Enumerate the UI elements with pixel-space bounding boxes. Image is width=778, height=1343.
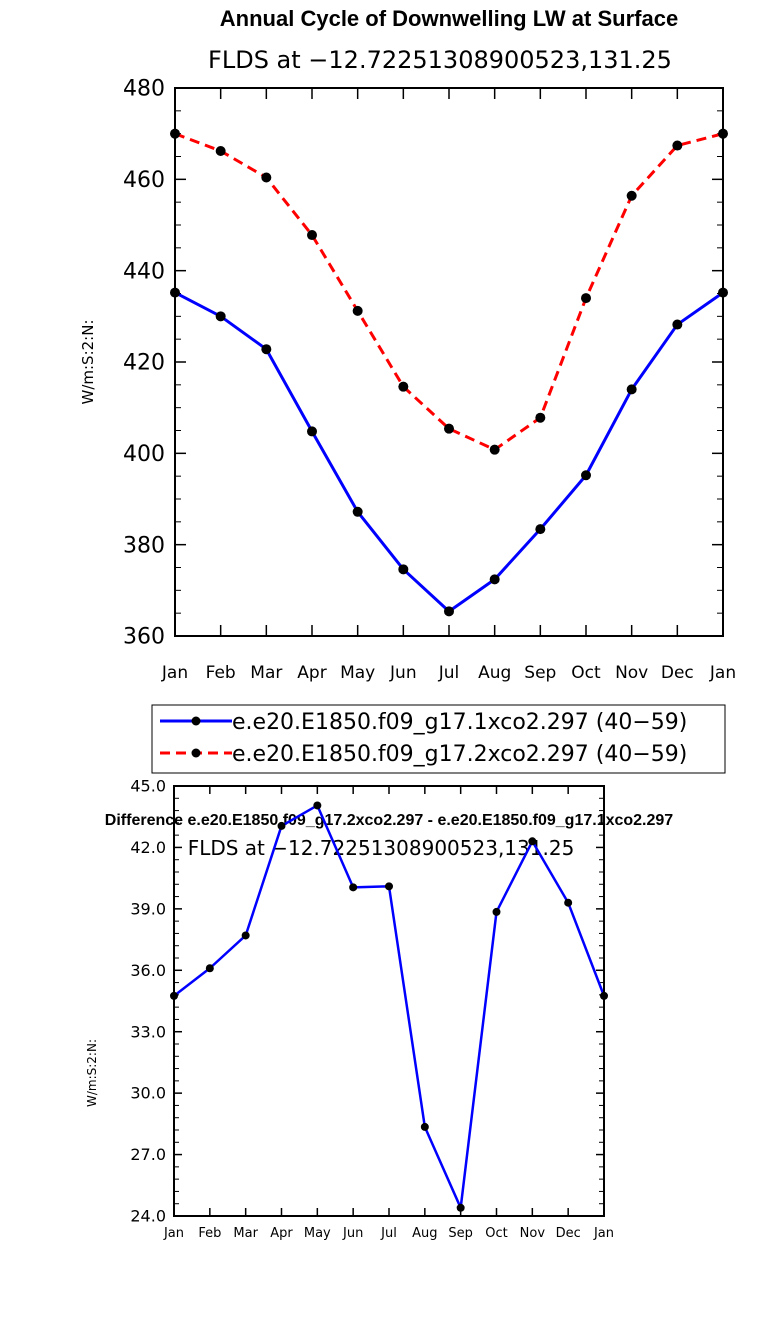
top-chart-series-2-point	[261, 172, 272, 183]
top-chart-series-1-point	[307, 426, 317, 437]
bottom-chart-y-tick-label: 42.0	[130, 838, 166, 857]
top-chart-series-1-line	[174, 291, 724, 613]
bottom-chart-x-tick-label: Nov	[520, 1226, 546, 1241]
top-chart-series-2-point	[489, 444, 500, 455]
top-chart-plot-frame	[174, 87, 724, 637]
bottom-chart-x-tick-label: Dec	[556, 1226, 581, 1241]
bottom-chart-y-tick-label: 27.0	[130, 1145, 166, 1164]
bottom-chart-x-tick-label: Oct	[485, 1226, 507, 1241]
bottom-chart-series-1-point	[313, 801, 322, 810]
bottom-chart-series-1-point	[241, 931, 250, 940]
top-chart-series-2-point	[535, 412, 546, 423]
bottom-chart: Difference e.e20.E1850.f09_g17.2xco2.297…	[85, 777, 673, 1241]
bottom-chart-series-1-point	[420, 1122, 429, 1131]
bottom-chart-x-tick-label: Jan	[593, 1226, 614, 1241]
top-chart-series-2-point	[672, 140, 683, 151]
bottom-chart-series-1-point	[456, 1203, 465, 1212]
bottom-chart-y-tick-label: 30.0	[130, 1084, 166, 1103]
legend-label-series-2: e.e20.E1850.f09_g17.2xco2.297 (40−59)	[232, 742, 687, 767]
top-chart-x-tick-label: Sep	[524, 663, 556, 683]
top-chart-x-tick-label: Nov	[615, 663, 648, 683]
bottom-chart-series-1-point	[349, 883, 358, 892]
top-chart-legend: e.e20.E1850.f09_g17.1xco2.297 (40−59) e.…	[151, 704, 726, 774]
legend-marker-series-1	[191, 716, 201, 726]
top-chart-x-tick-label: Feb	[206, 663, 236, 683]
legend-marker-series-2	[191, 748, 201, 758]
bottom-chart-x-tick-label: Feb	[198, 1226, 221, 1241]
bottom-chart-x-tick-label: Jul	[380, 1226, 397, 1241]
bottom-chart-y-tick-label: 24.0	[130, 1207, 166, 1226]
top-chart-series-1-point	[626, 384, 637, 395]
top-chart-series-2-line	[174, 132, 724, 452]
top-chart-series-1-point	[261, 344, 272, 355]
top-chart-series-1-point	[581, 470, 591, 481]
bottom-chart-series-1-point	[277, 821, 286, 830]
bottom-chart-title: Difference e.e20.E1850.f09_g17.2xco2.297…	[105, 812, 674, 829]
top-chart-x-tick-label: Jan	[709, 663, 736, 683]
bottom-chart-series-1-point	[528, 837, 537, 846]
top-chart-y-tick-label: 480	[123, 77, 165, 102]
bottom-chart-plot-frame	[173, 785, 605, 1217]
top-chart-subtitle: FLDS at −12.72251308900523,131.25	[208, 46, 672, 74]
top-chart-y-tick-label: 420	[123, 351, 165, 376]
top-chart-series-1-point	[215, 311, 226, 322]
top-chart-y-tick-label: 380	[123, 533, 165, 558]
top-chart-x-tick-label: Apr	[297, 663, 326, 683]
top-chart-series-1-point	[444, 606, 454, 617]
top-chart: Annual Cycle of Downwelling LW at Surfac…	[79, 6, 736, 683]
bottom-chart-series-1-point	[205, 964, 214, 973]
top-chart-x-tick-label: Mar	[250, 663, 282, 683]
legend-frame	[151, 704, 726, 774]
bottom-chart-subtitle: FLDS at −12.72251308900523,131.25	[188, 836, 575, 860]
top-chart-series-1-point	[352, 506, 363, 517]
bottom-chart-x-tick-label: Aug	[412, 1226, 437, 1241]
top-chart-y-tick-label: 440	[123, 259, 165, 284]
bottom-chart-y-tick-label: 39.0	[130, 899, 166, 918]
bottom-chart-y-tick-label: 36.0	[130, 961, 166, 980]
legend-label-series-1: e.e20.E1850.f09_g17.1xco2.297 (40−59)	[232, 710, 687, 735]
top-chart-y-tick-label: 360	[123, 625, 165, 650]
bottom-chart-x-tick-label: Jun	[342, 1226, 363, 1241]
top-chart-series-2-point	[444, 423, 454, 434]
bottom-chart-y-axis-label: W/m:S:2:N:	[85, 1039, 99, 1107]
top-chart-x-tick-label: Jun	[389, 663, 417, 683]
bottom-chart-x-tick-label: Jan	[163, 1226, 184, 1241]
bottom-chart-x-tick-label: Mar	[233, 1226, 258, 1241]
bottom-chart-x-tick-label: May	[304, 1226, 331, 1241]
top-chart-x-tick-label: Aug	[478, 663, 511, 683]
top-chart-series-1-point	[398, 564, 409, 575]
top-chart-x-tick-label: Dec	[661, 663, 694, 683]
bottom-chart-series-1-point	[385, 882, 393, 891]
top-chart-x-tick-label: Jul	[438, 663, 460, 683]
top-chart-y-tick-label: 460	[123, 168, 165, 193]
bottom-chart-x-tick-label: Apr	[270, 1226, 293, 1241]
top-chart-series-2-point	[215, 146, 226, 157]
top-chart-y-tick-label: 400	[123, 442, 165, 467]
bottom-chart-x-tick-label: Sep	[448, 1226, 473, 1241]
top-chart-series-2-point	[581, 293, 591, 304]
top-chart-series-1-point	[489, 574, 500, 585]
top-chart-series-1-point	[672, 319, 683, 330]
top-chart-x-tick-label: Jan	[161, 663, 188, 683]
top-chart-x-tick-label: Oct	[571, 663, 601, 683]
top-chart-series-2-point	[307, 230, 317, 241]
top-chart-x-tick-label: May	[340, 663, 375, 683]
top-chart-series-2-point	[352, 305, 363, 316]
bottom-chart-y-tick-label: 45.0	[130, 777, 166, 796]
top-chart-series-2-point	[398, 381, 409, 392]
bottom-chart-y-tick-label: 33.0	[130, 1022, 166, 1041]
top-chart-title: Annual Cycle of Downwelling LW at Surfac…	[220, 6, 678, 31]
bottom-chart-series-1-point	[564, 898, 573, 907]
top-chart-series-2-point	[626, 190, 637, 201]
bottom-chart-series-1-point	[492, 907, 501, 916]
top-chart-y-axis-label: W/m:S:2:N:	[79, 320, 97, 405]
bottom-chart-series-1-line	[173, 804, 606, 1210]
top-chart-series-1-point	[535, 524, 546, 535]
